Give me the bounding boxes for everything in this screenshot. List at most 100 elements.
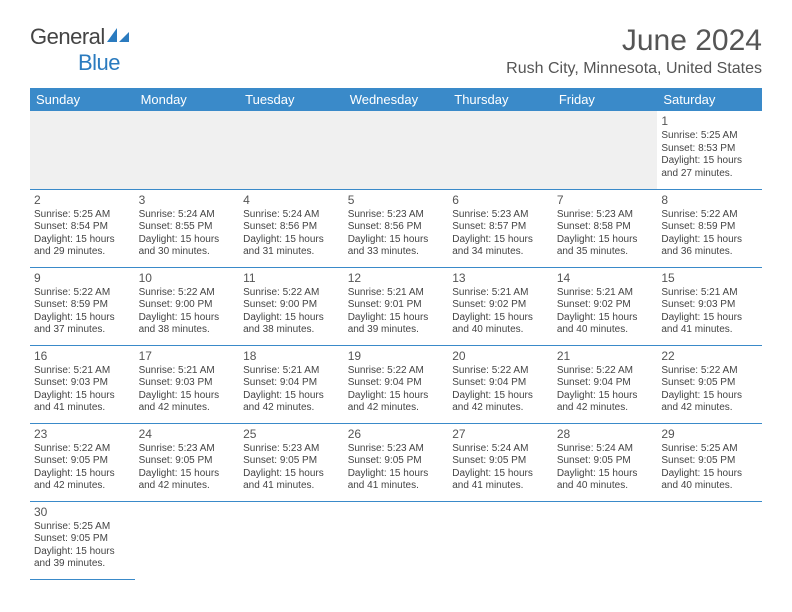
calendar-day-cell: 26Sunrise: 5:23 AMSunset: 9:05 PMDayligh…	[344, 423, 449, 501]
sunrise-line: Sunrise: 5:23 AM	[557, 209, 654, 222]
sunrise-line: Sunrise: 5:25 AM	[34, 209, 131, 222]
sunrise-line: Sunrise: 5:21 AM	[452, 287, 549, 300]
day-number: 20	[452, 349, 549, 364]
month-title: June 2024	[506, 24, 762, 58]
sunrise-line: Sunrise: 5:25 AM	[661, 130, 758, 143]
daylight-line: Daylight: 15 hours and 41 minutes.	[661, 312, 758, 337]
daylight-line: Daylight: 15 hours and 34 minutes.	[452, 234, 549, 259]
sunrise-line: Sunrise: 5:22 AM	[661, 365, 758, 378]
logo-word-2: Blue	[78, 50, 120, 75]
day-number: 16	[34, 349, 131, 364]
sunrise-line: Sunrise: 5:22 AM	[557, 365, 654, 378]
sunset-line: Sunset: 8:59 PM	[661, 221, 758, 234]
calendar-empty-cell	[344, 501, 449, 579]
sunset-line: Sunset: 9:02 PM	[452, 299, 549, 312]
day-number: 13	[452, 271, 549, 286]
daylight-line: Daylight: 15 hours and 40 minutes.	[557, 468, 654, 493]
sunset-line: Sunset: 9:05 PM	[557, 455, 654, 468]
day-number: 24	[139, 427, 236, 442]
weekday-header: Tuesday	[239, 88, 344, 111]
calendar-header-row: SundayMondayTuesdayWednesdayThursdayFrid…	[30, 88, 762, 111]
daylight-line: Daylight: 15 hours and 40 minutes.	[661, 468, 758, 493]
sunset-line: Sunset: 9:05 PM	[34, 455, 131, 468]
sunset-line: Sunset: 9:05 PM	[34, 533, 131, 546]
daylight-line: Daylight: 15 hours and 41 minutes.	[348, 468, 445, 493]
calendar-day-cell: 22Sunrise: 5:22 AMSunset: 9:05 PMDayligh…	[657, 345, 762, 423]
calendar-empty-cell	[657, 501, 762, 579]
day-number: 2	[34, 193, 131, 208]
logo-text: GeneralBlue	[30, 24, 131, 76]
calendar-day-cell: 10Sunrise: 5:22 AMSunset: 9:00 PMDayligh…	[135, 267, 240, 345]
calendar-day-cell: 5Sunrise: 5:23 AMSunset: 8:56 PMDaylight…	[344, 189, 449, 267]
day-number: 11	[243, 271, 340, 286]
day-number: 22	[661, 349, 758, 364]
weekday-header: Saturday	[657, 88, 762, 111]
sunrise-line: Sunrise: 5:21 AM	[243, 365, 340, 378]
daylight-line: Daylight: 15 hours and 41 minutes.	[243, 468, 340, 493]
calendar-day-cell: 24Sunrise: 5:23 AMSunset: 9:05 PMDayligh…	[135, 423, 240, 501]
calendar-table: SundayMondayTuesdayWednesdayThursdayFrid…	[30, 88, 762, 580]
sunset-line: Sunset: 9:00 PM	[243, 299, 340, 312]
calendar-day-cell: 25Sunrise: 5:23 AMSunset: 9:05 PMDayligh…	[239, 423, 344, 501]
day-number: 29	[661, 427, 758, 442]
daylight-line: Daylight: 15 hours and 42 minutes.	[661, 390, 758, 415]
sunrise-line: Sunrise: 5:22 AM	[243, 287, 340, 300]
daylight-line: Daylight: 15 hours and 42 minutes.	[243, 390, 340, 415]
calendar-day-cell: 2Sunrise: 5:25 AMSunset: 8:54 PMDaylight…	[30, 189, 135, 267]
header: GeneralBlue June 2024 Rush City, Minneso…	[30, 24, 762, 82]
daylight-line: Daylight: 15 hours and 41 minutes.	[452, 468, 549, 493]
day-number: 12	[348, 271, 445, 286]
sunrise-line: Sunrise: 5:25 AM	[34, 521, 131, 534]
day-number: 27	[452, 427, 549, 442]
calendar-empty-cell	[553, 111, 658, 189]
day-number: 23	[34, 427, 131, 442]
sunrise-line: Sunrise: 5:23 AM	[452, 209, 549, 222]
sunset-line: Sunset: 9:05 PM	[452, 455, 549, 468]
sunset-line: Sunset: 9:04 PM	[452, 377, 549, 390]
daylight-line: Daylight: 15 hours and 33 minutes.	[348, 234, 445, 259]
sunrise-line: Sunrise: 5:22 AM	[452, 365, 549, 378]
calendar-day-cell: 12Sunrise: 5:21 AMSunset: 9:01 PMDayligh…	[344, 267, 449, 345]
calendar-day-cell: 1Sunrise: 5:25 AMSunset: 8:53 PMDaylight…	[657, 111, 762, 189]
sunset-line: Sunset: 9:04 PM	[557, 377, 654, 390]
calendar-empty-cell	[448, 111, 553, 189]
sunset-line: Sunset: 9:03 PM	[139, 377, 236, 390]
daylight-line: Daylight: 15 hours and 39 minutes.	[34, 546, 131, 571]
sunrise-line: Sunrise: 5:23 AM	[243, 443, 340, 456]
daylight-line: Daylight: 15 hours and 27 minutes.	[661, 155, 758, 180]
calendar-empty-cell	[448, 501, 553, 579]
logo-word-1: General	[30, 24, 105, 49]
daylight-line: Daylight: 15 hours and 35 minutes.	[557, 234, 654, 259]
day-number: 6	[452, 193, 549, 208]
sunrise-line: Sunrise: 5:22 AM	[348, 365, 445, 378]
daylight-line: Daylight: 15 hours and 38 minutes.	[139, 312, 236, 337]
weekday-header: Friday	[553, 88, 658, 111]
sunrise-line: Sunrise: 5:24 AM	[139, 209, 236, 222]
logo-sail-icon	[105, 24, 131, 42]
sunrise-line: Sunrise: 5:23 AM	[348, 209, 445, 222]
day-number: 14	[557, 271, 654, 286]
logo: GeneralBlue	[30, 24, 131, 76]
calendar-day-cell: 16Sunrise: 5:21 AMSunset: 9:03 PMDayligh…	[30, 345, 135, 423]
sunrise-line: Sunrise: 5:21 AM	[34, 365, 131, 378]
day-number: 5	[348, 193, 445, 208]
day-number: 17	[139, 349, 236, 364]
sunset-line: Sunset: 9:05 PM	[348, 455, 445, 468]
sunset-line: Sunset: 9:05 PM	[139, 455, 236, 468]
calendar-day-cell: 8Sunrise: 5:22 AMSunset: 8:59 PMDaylight…	[657, 189, 762, 267]
calendar-empty-cell	[239, 501, 344, 579]
sunset-line: Sunset: 9:04 PM	[348, 377, 445, 390]
calendar-day-cell: 6Sunrise: 5:23 AMSunset: 8:57 PMDaylight…	[448, 189, 553, 267]
sunset-line: Sunset: 9:05 PM	[661, 455, 758, 468]
day-number: 7	[557, 193, 654, 208]
calendar-day-cell: 3Sunrise: 5:24 AMSunset: 8:55 PMDaylight…	[135, 189, 240, 267]
weekday-header: Wednesday	[344, 88, 449, 111]
calendar-body: 1Sunrise: 5:25 AMSunset: 8:53 PMDaylight…	[30, 111, 762, 579]
daylight-line: Daylight: 15 hours and 30 minutes.	[139, 234, 236, 259]
sunrise-line: Sunrise: 5:21 AM	[348, 287, 445, 300]
day-number: 21	[557, 349, 654, 364]
day-number: 18	[243, 349, 340, 364]
sunset-line: Sunset: 9:05 PM	[661, 377, 758, 390]
sunset-line: Sunset: 9:05 PM	[243, 455, 340, 468]
daylight-line: Daylight: 15 hours and 41 minutes.	[34, 390, 131, 415]
